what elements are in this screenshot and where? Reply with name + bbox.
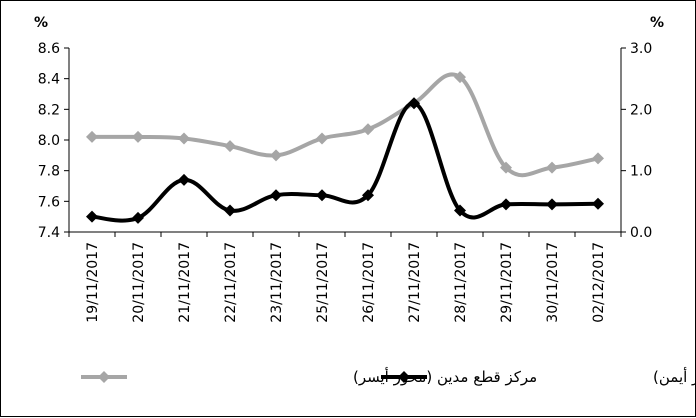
series-line <box>91 101 599 223</box>
x-tick-label: 29/11/2017 <box>499 242 515 323</box>
data-point-marker <box>500 161 512 174</box>
legend-marker-swatch <box>98 371 110 383</box>
x-tick-label: 21/11/2017 <box>177 242 193 323</box>
data-point-marker <box>546 161 558 174</box>
data-point-marker <box>86 130 98 143</box>
right-axis-unit: % <box>650 15 664 31</box>
data-point-marker <box>86 210 98 223</box>
data-point-marker <box>408 97 420 110</box>
data-point-marker <box>178 132 190 145</box>
left-tick-label: 8.0 <box>38 133 60 149</box>
data-point-marker <box>132 130 144 143</box>
right-tick-label: 2.0 <box>630 102 652 118</box>
x-tick-label: 02/12/2017 <box>591 242 607 323</box>
series-line <box>91 72 599 178</box>
data-point-marker <box>454 204 466 217</box>
data-point-marker <box>178 173 190 186</box>
data-point-marker <box>316 132 328 145</box>
legend-marker-swatch <box>398 371 410 383</box>
axes: % % 8.6 8.4 8.2 8.0 7.8 7.6 7.4 3.0 2.0 1.0 0.0 19/11… <box>34 15 664 323</box>
series-1 <box>86 71 604 178</box>
x-tick-label: 20/11/2017 <box>131 242 147 323</box>
legend-item-2: مركز قطع مدين (محور أيسر) <box>81 367 537 386</box>
x-tick-label: 19/11/2017 <box>85 242 101 323</box>
data-point-marker <box>592 152 604 165</box>
x-tick-label: 23/11/2017 <box>269 242 285 323</box>
left-tick-label: 7.4 <box>38 225 60 241</box>
data-point-marker <box>224 204 236 217</box>
data-point-marker <box>132 211 144 224</box>
legend-label: مركز قطع دائن (محور أيمن) <box>653 367 696 386</box>
series-layer <box>86 71 604 224</box>
right-tick-label: 0.0 <box>630 225 652 241</box>
series-2 <box>86 97 604 224</box>
right-tick-label: 1.0 <box>630 164 652 180</box>
x-tick-label: 25/11/2017 <box>315 242 331 323</box>
left-tick-label: 8.2 <box>38 102 60 118</box>
data-point-marker <box>362 189 374 202</box>
data-point-marker <box>454 71 466 84</box>
data-point-marker <box>224 140 236 153</box>
data-point-marker <box>592 197 604 210</box>
x-tick-label: 28/11/2017 <box>453 242 469 323</box>
left-tick-label: 7.8 <box>38 164 60 180</box>
legend-item-1: مركز قطع دائن (محور أيمن) <box>381 367 696 386</box>
x-tick-label: 22/11/2017 <box>223 242 239 323</box>
x-tick-label: 27/11/2017 <box>407 242 423 323</box>
right-tick-label: 3.0 <box>630 41 652 57</box>
data-point-marker <box>270 149 282 162</box>
legend-label: مركز قطع مدين (محور أيسر) <box>353 367 537 386</box>
data-point-marker <box>546 198 558 211</box>
left-axis-unit: % <box>34 15 48 31</box>
legend: مركز قطع دائن (محور أيمن) مركز قطع مدين (… <box>81 367 696 386</box>
left-tick-label: 8.4 <box>38 72 60 88</box>
data-point-marker <box>270 189 282 202</box>
x-tick-label: 26/11/2017 <box>361 242 377 323</box>
data-point-marker <box>316 189 328 202</box>
left-tick-label: 8.6 <box>38 41 60 57</box>
data-point-marker <box>500 198 512 211</box>
x-tick-label: 30/11/2017 <box>545 242 561 323</box>
data-point-marker <box>362 123 374 136</box>
left-tick-label: 7.6 <box>38 194 60 210</box>
